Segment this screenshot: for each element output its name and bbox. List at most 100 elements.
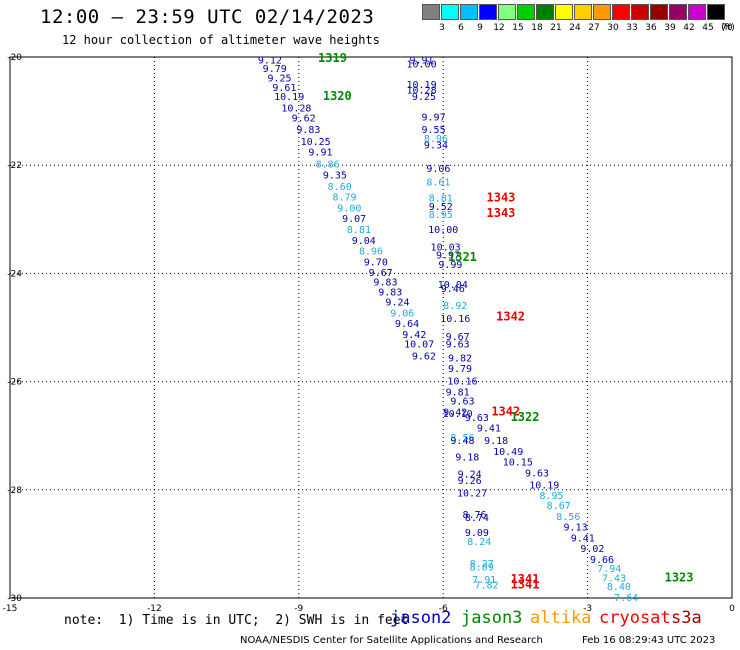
x-tick-label: -3: [583, 604, 592, 614]
wave-height-label: 9.62: [412, 352, 436, 363]
wave-height-label: 9.46: [441, 284, 465, 295]
plot-frame: [9, 56, 733, 599]
satellite-altika: altika: [530, 608, 592, 628]
wave-height-label: 8.81: [347, 225, 371, 236]
wave-height-label: 9.62: [292, 114, 316, 125]
y-tick-label: -20: [7, 53, 22, 63]
wave-height-label: 10.04: [438, 280, 468, 291]
wave-height-label: 8.81: [429, 194, 453, 205]
wave-height-label: 10.19: [274, 92, 304, 103]
scale-swatch: [517, 4, 535, 20]
y-tick-label: -24: [7, 269, 22, 279]
wave-height-label: 9.35: [323, 170, 347, 181]
pass-label: 1343: [487, 206, 516, 220]
wave-height-label: 8.09: [470, 563, 494, 574]
x-tick-label: -9: [294, 604, 303, 614]
wave-height-label: 10.00: [406, 59, 436, 70]
scale-label: 12: [493, 23, 505, 33]
pass-label: 1341: [511, 572, 540, 586]
scale-swatch: [631, 4, 649, 20]
scale-label: 9: [477, 23, 483, 33]
wave-height-label: 9.18: [484, 436, 508, 447]
wave-height-label: 9.79: [448, 364, 472, 375]
credit-line: NOAA/NESDIS Center for Satellite Applica…: [240, 635, 543, 646]
wave-height-label: 9.70: [364, 257, 388, 268]
wave-height-label: 9.34: [424, 141, 448, 152]
wave-height-label: 8.40: [607, 582, 631, 593]
wave-height-label: 8.56: [450, 433, 474, 444]
scale-label: 33: [626, 23, 638, 33]
scale-unit: (ft): [721, 23, 735, 33]
wave-height-label: 9.09: [465, 528, 489, 539]
wave-height-label: 8.96: [359, 247, 383, 258]
wave-height-label: 8.67: [547, 501, 571, 512]
wave-height-label: 9.02: [580, 544, 604, 555]
wave-height-label: 9.91: [409, 56, 433, 67]
wave-height-label: 10.16: [447, 377, 477, 388]
wave-height-label: 9.67: [446, 332, 470, 343]
y-tick-label: -22: [7, 161, 22, 171]
wave-height-label: 8.95: [429, 210, 453, 221]
satellite-s3a: s3a: [671, 608, 702, 628]
scale-swatch: [536, 4, 554, 20]
wave-height-label: 9.61: [272, 83, 296, 94]
wave-height-label: 8.56: [556, 512, 580, 523]
x-tick-label: -6: [439, 604, 448, 614]
wave-height-label: 10.19: [406, 80, 436, 91]
wave-height-label: 10.28: [281, 103, 311, 114]
wave-height-label: 7.82: [474, 580, 498, 591]
scale-swatch: [574, 4, 592, 20]
scale-swatch: [422, 4, 440, 20]
pass-label: 1342: [491, 404, 520, 418]
pass-label: 1322: [511, 410, 540, 424]
scale-swatch: [460, 4, 478, 20]
wave-height-label: 8.86: [316, 160, 340, 171]
pass-label: 1342: [496, 310, 525, 324]
wave-height-label: 10.10: [443, 409, 473, 420]
scale-swatch: [555, 4, 573, 20]
wave-height-label: 9.07: [342, 214, 366, 225]
pass-label: 1323: [665, 570, 694, 584]
wave-height-label: 9.25: [412, 92, 436, 103]
wave-height-label: 9.18: [455, 452, 479, 463]
wave-height-label: 9.25: [267, 74, 291, 85]
wave-height-label: 9.63: [465, 413, 489, 424]
wave-height-label: 9.42: [402, 330, 426, 341]
wave-height-label: 10.19: [529, 480, 559, 491]
wave-height-label: 9.48: [450, 436, 474, 447]
wave-height-label: 9.24: [385, 298, 409, 309]
chart-subtitle: 12 hour collection of altimeter wave hei…: [62, 33, 380, 47]
scale-label: 6: [458, 23, 464, 33]
scale-label: 21: [550, 23, 562, 33]
y-tick-label: -30: [7, 594, 22, 604]
scale-label: 24: [569, 23, 581, 33]
wave-height-label: 9.52: [429, 202, 453, 213]
wave-height-label: 9.06: [426, 164, 450, 175]
scale-swatch: [441, 4, 459, 20]
wave-height-label: 9.66: [590, 555, 614, 566]
wave-height-label: 9.79: [263, 64, 287, 75]
wave-height-label: 9.63: [446, 340, 470, 351]
scale-label: 36: [645, 23, 657, 33]
satellite-jason3: jason3: [461, 608, 523, 628]
wave-height-label: 9.64: [395, 319, 419, 330]
wave-height-label: 9.63: [525, 468, 549, 479]
wave-height-label: 9.81: [446, 387, 470, 398]
scale-swatch: [707, 4, 725, 20]
scale-swatch: [688, 4, 706, 20]
scale-label: 39: [664, 23, 676, 33]
wave-height-label: 9.26: [458, 476, 482, 487]
wave-height-label: 9.91: [308, 148, 332, 159]
wave-height-label: 10.27: [457, 489, 487, 500]
footnote: note: 1) Time is in UTC; 2) SWH is in fe…: [64, 613, 409, 628]
y-tick-label: -26: [7, 378, 22, 388]
wave-height-label: 10.15: [503, 458, 533, 469]
wave-height-label: 9.41: [571, 533, 595, 544]
wave-height-label: 9.12: [258, 56, 282, 67]
scale-swatch: [593, 4, 611, 20]
scale-label: 18: [531, 23, 543, 33]
wave-height-label: 9.24: [458, 470, 482, 481]
wave-height-label: 9.67: [369, 268, 393, 279]
x-tick-label: -12: [147, 604, 162, 614]
